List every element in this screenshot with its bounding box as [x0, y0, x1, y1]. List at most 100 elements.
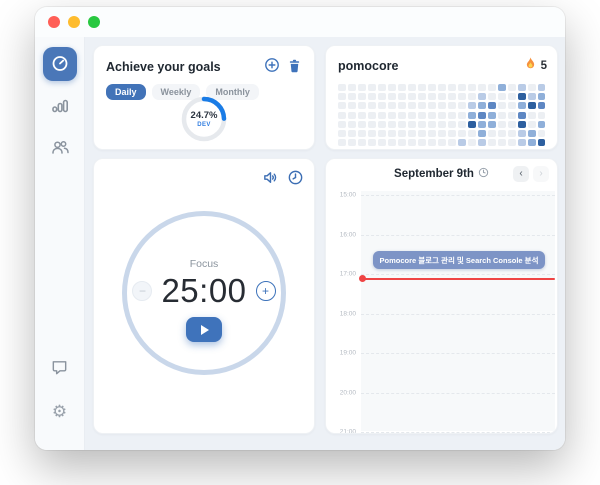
- heatmap-cell: [497, 139, 506, 147]
- sound-toggle-button[interactable]: [262, 169, 279, 189]
- heatmap-cell: [497, 93, 506, 101]
- goal-tabs: Daily Weekly Monthly: [106, 84, 302, 100]
- heatmap-cell: [427, 84, 436, 91]
- calendar-title: September 9th: [394, 168, 474, 180]
- heatmap-cell: [467, 129, 476, 137]
- heatmap-cell: [367, 84, 376, 91]
- heatmap-cell: [347, 129, 356, 137]
- heatmap-cell: [407, 139, 416, 147]
- increase-time-button[interactable]: +: [255, 281, 276, 301]
- heatmap-cell: [477, 120, 486, 128]
- tab-daily[interactable]: Daily: [106, 84, 146, 100]
- streak-count: 5: [540, 59, 547, 72]
- heatmap-cell: [417, 139, 426, 147]
- heatmap-cell: [347, 139, 356, 147]
- sidebar-item-stats[interactable]: [43, 89, 77, 123]
- heatmap-cell: [527, 93, 536, 101]
- next-day-button[interactable]: ›: [533, 166, 549, 182]
- flame-icon: [524, 56, 537, 75]
- heatmap-cell: [387, 93, 396, 101]
- heatmap-cell: [367, 120, 376, 128]
- heatmap-cell: [467, 102, 476, 110]
- heatmap-cell: [417, 102, 426, 110]
- goals-card: Achieve your goals: [93, 45, 315, 150]
- timer-card: Focus − 25:00 +: [93, 158, 315, 434]
- heatmap-cell: [537, 129, 546, 137]
- heatmap-cell: [347, 93, 356, 101]
- heatmap-cell: [477, 93, 486, 101]
- heatmap-cell: [487, 102, 496, 110]
- heatmap-cell: [497, 120, 506, 128]
- calendar-event[interactable]: Pomocore 블로그 관리 및 Search Console 분석: [373, 251, 545, 269]
- heatmap-cell: [467, 139, 476, 147]
- heatmap-grid: [338, 84, 547, 147]
- heatmap-cell: [387, 102, 396, 110]
- main-content: Achieve your goals: [85, 37, 565, 450]
- speaker-icon: [262, 169, 279, 189]
- heatmap-cell: [497, 102, 506, 110]
- app-window: ⚙ Achieve your goals: [35, 7, 565, 450]
- hour-gridline: [361, 195, 555, 196]
- delete-goal-button[interactable]: [287, 58, 302, 76]
- sidebar-item-timer[interactable]: [42, 47, 77, 81]
- heatmap-cell: [357, 93, 366, 101]
- heatmap-cell: [467, 93, 476, 101]
- heatmap-cell: [377, 102, 386, 110]
- heatmap-cell: [537, 120, 546, 128]
- heatmap-cell: [377, 111, 386, 119]
- heatmap-cell: [527, 139, 536, 147]
- current-time-dot: [359, 275, 366, 282]
- heatmap-cell: [407, 93, 416, 101]
- heatmap-cell: [457, 111, 466, 119]
- goal-percent: 24.7%: [190, 110, 218, 121]
- heatmap-cell: [367, 139, 376, 147]
- decrease-time-button[interactable]: −: [132, 281, 153, 301]
- heatmap-cell: [447, 84, 456, 91]
- heatmap-cell: [407, 129, 416, 137]
- start-timer-button[interactable]: [186, 317, 222, 342]
- play-icon: [201, 324, 209, 335]
- heatmap-cell: [537, 102, 546, 110]
- heatmap-cell: [487, 139, 496, 147]
- heatmap-cell: [527, 84, 536, 91]
- heatmap-cell: [417, 120, 426, 128]
- heatmap-cell: [517, 93, 526, 101]
- heatmap-cell: [447, 93, 456, 101]
- close-button[interactable]: [48, 16, 60, 28]
- sidebar-item-team[interactable]: [43, 131, 77, 165]
- heatmap-cell: [437, 139, 446, 147]
- heatmap-cell: [467, 84, 476, 91]
- heatmap-cell: [357, 139, 366, 147]
- heatmap-cell: [437, 102, 446, 110]
- heatmap-cell: [447, 102, 456, 110]
- clock-icon: [287, 169, 304, 189]
- tab-weekly[interactable]: Weekly: [151, 84, 201, 100]
- sidebar: ⚙: [35, 37, 85, 450]
- heatmap-cell: [377, 120, 386, 128]
- heatmap-cell: [507, 129, 516, 137]
- heatmap-cell: [338, 84, 346, 91]
- heatmap-cell: [507, 139, 516, 147]
- heatmap-cell: [447, 139, 456, 147]
- sidebar-item-feedback[interactable]: [43, 352, 77, 386]
- heatmap-cell: [497, 129, 506, 137]
- hour-label: 15:00: [339, 191, 356, 199]
- minimize-button[interactable]: [68, 16, 80, 28]
- sidebar-item-settings[interactable]: ⚙: [43, 394, 77, 428]
- heatmap-cell: [457, 102, 466, 110]
- calendar-card: September 9th ‹ › Pomocore 블로그 관리 및 Sear…: [325, 158, 558, 434]
- heatmap-cell: [417, 129, 426, 137]
- zoom-button[interactable]: [88, 16, 100, 28]
- heatmap-cell: [377, 84, 386, 91]
- heatmap-cell: [477, 129, 486, 137]
- time-settings-button[interactable]: [287, 169, 304, 189]
- heatmap-cell: [367, 129, 376, 137]
- hour-label: 19:00: [339, 349, 356, 357]
- heatmap-cell: [387, 139, 396, 147]
- prev-day-button[interactable]: ‹: [513, 166, 529, 182]
- heatmap-cell: [487, 129, 496, 137]
- heatmap-cell: [357, 84, 366, 91]
- heatmap-cell: [427, 102, 436, 110]
- add-goal-button[interactable]: [264, 57, 280, 76]
- tab-monthly[interactable]: Monthly: [206, 84, 259, 100]
